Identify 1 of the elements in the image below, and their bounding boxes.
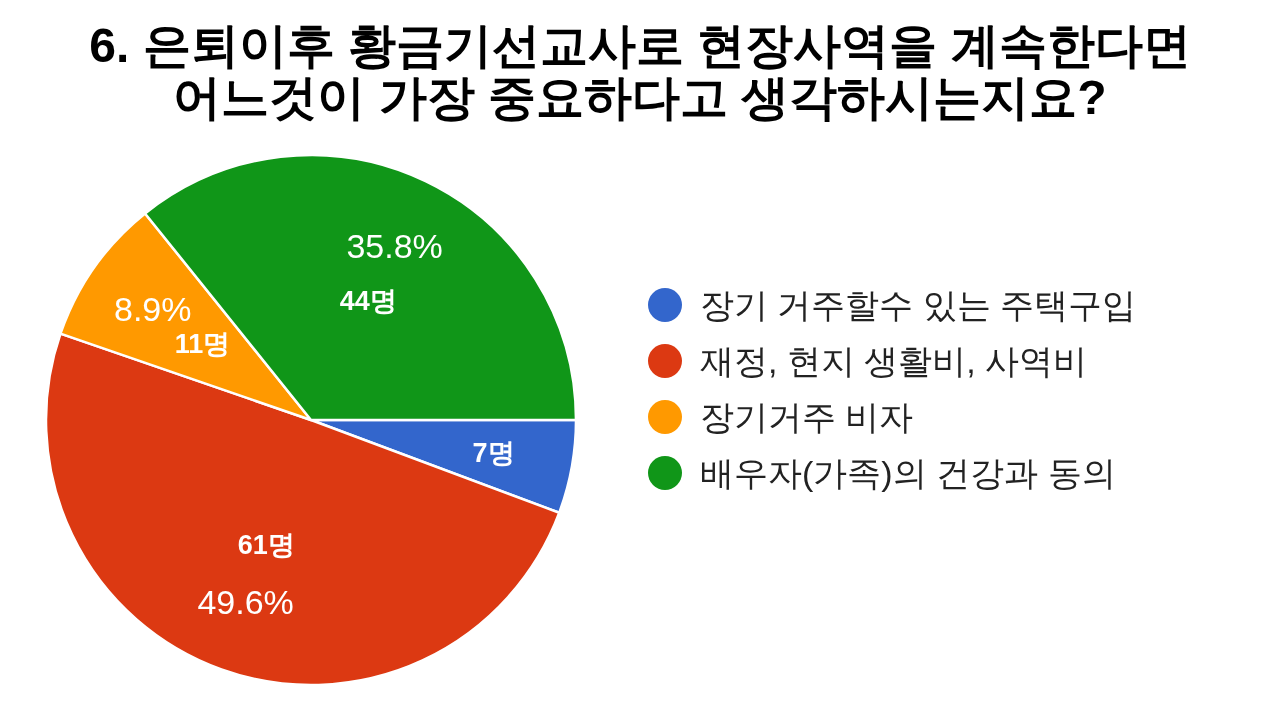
title: 6. 은퇴이후 황금기선교사로 현장사역을 계속한다면 어느것이 가장 중요하다고 생각하시는지요?: [88, 20, 1192, 124]
